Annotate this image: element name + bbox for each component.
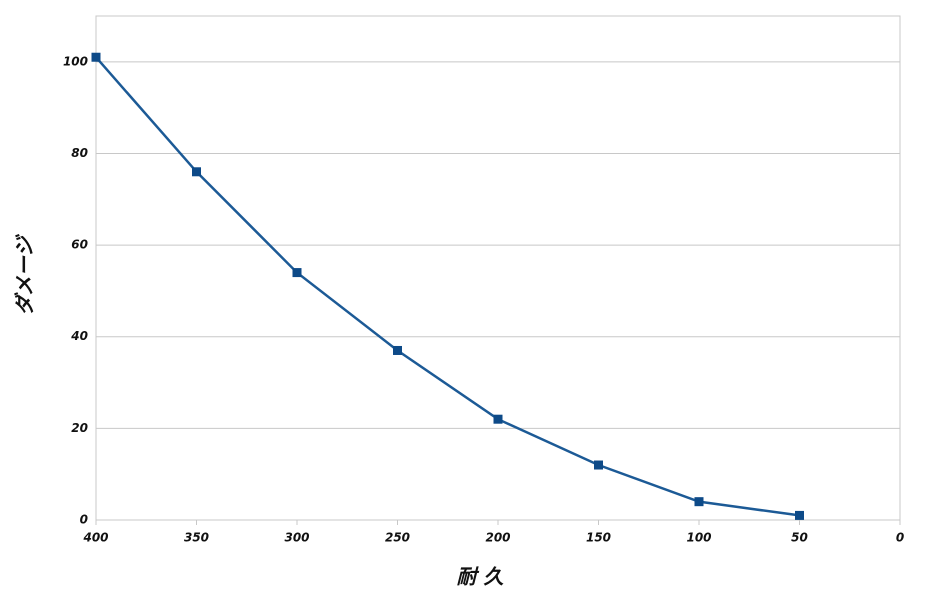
x-tick-label: 300 xyxy=(284,531,309,545)
x-tick-label: 250 xyxy=(385,531,410,545)
data-point xyxy=(493,414,503,424)
data-point xyxy=(795,510,804,520)
y-tick-label: 0 xyxy=(80,513,88,527)
data-point xyxy=(694,497,704,507)
x-tick-label: 50 xyxy=(791,531,808,545)
x-tick-label: 150 xyxy=(586,531,611,545)
y-tick-label: 100 xyxy=(63,54,88,68)
y-axis-label: ダメージ xyxy=(13,234,37,316)
x-axis-label: 耐 久 xyxy=(457,565,505,589)
y-tick-label: 60 xyxy=(71,238,88,252)
y-tick-label: 40 xyxy=(70,329,88,343)
data-point xyxy=(91,52,101,62)
y-tick-label: 80 xyxy=(71,146,88,160)
x-tick-label: 200 xyxy=(485,531,510,545)
y-tick-label: 20 xyxy=(71,421,88,435)
x-tick-label: 400 xyxy=(82,531,108,545)
data-point xyxy=(393,345,402,355)
x-tick-label: 0 xyxy=(896,531,904,545)
data-line xyxy=(95,56,800,517)
x-tick-label: 100 xyxy=(686,531,711,545)
data-point xyxy=(594,460,603,470)
data-point xyxy=(192,167,201,177)
x-tick-label: 350 xyxy=(184,531,209,545)
data-point xyxy=(292,268,302,278)
plot-frame xyxy=(95,15,901,521)
